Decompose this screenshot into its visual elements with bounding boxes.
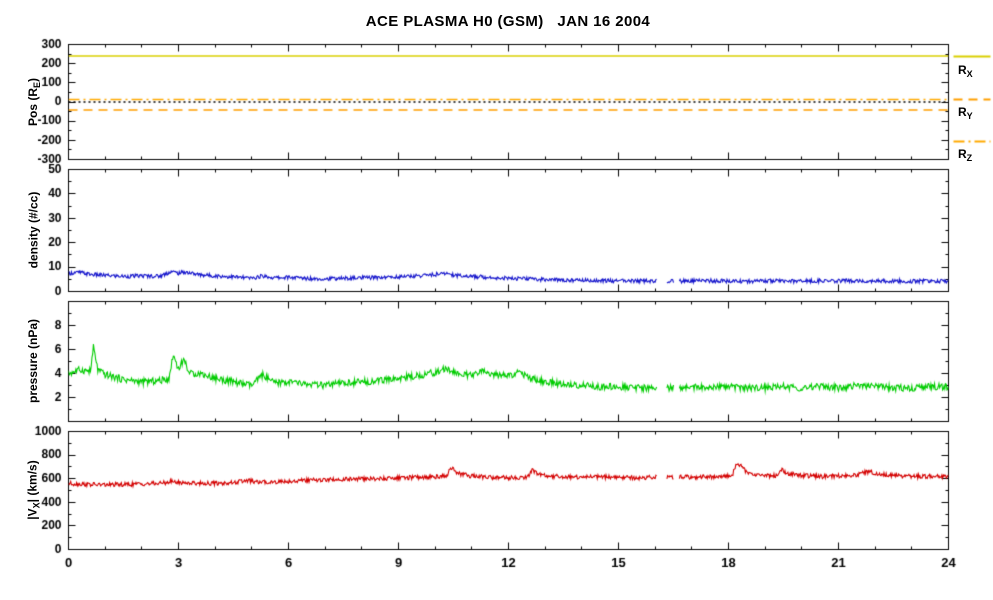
ylabel-position-text: Pos (RE) xyxy=(26,77,42,126)
legend-entry-rx: RX xyxy=(958,63,973,79)
ylabel-density: density (#/cc) xyxy=(22,169,46,291)
legend-entry-rz: RZ xyxy=(958,147,973,163)
ylabel-position: Pos (RE) xyxy=(22,44,46,159)
ylabel-velocity-text: |VX| (km/s) xyxy=(26,460,42,520)
ylabel-velocity: |VX| (km/s) xyxy=(22,431,46,549)
ylabel-density-text: density (#/cc) xyxy=(26,191,41,269)
ylabel-pressure-text: pressure (nPa) xyxy=(26,318,40,404)
legend-entry-ry: RY xyxy=(958,105,973,121)
ylabel-pressure: pressure (nPa) xyxy=(22,301,46,421)
